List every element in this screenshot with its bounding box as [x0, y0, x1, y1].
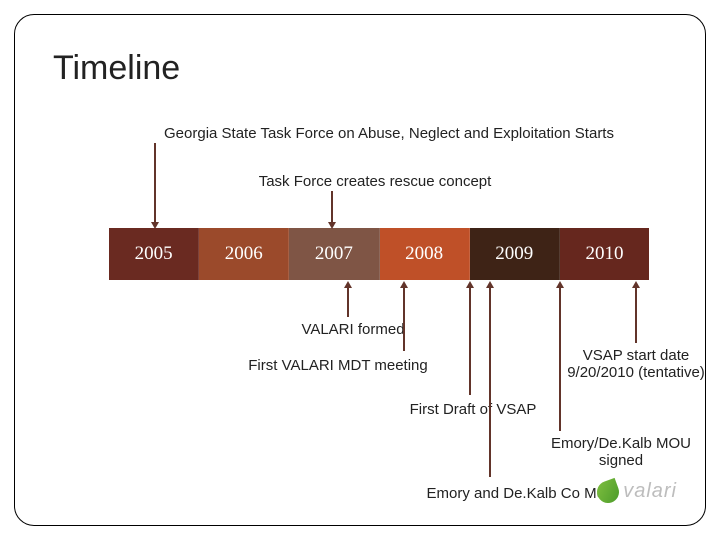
annot-vsap-start-date: VSAP start date 9/20/2010 (tentative) [561, 347, 711, 381]
annot-emory-meet: Emory and De.Kalb Co Meet [417, 485, 627, 502]
year-cell-2010: 2010 [560, 228, 649, 280]
annot-first-draft-vsap: First Draft of VSAP [393, 401, 553, 418]
arrow-b6-from-2009 [489, 287, 491, 477]
arrow-b1-from-2007 [347, 287, 349, 317]
arrow-b4-from-2010 [635, 287, 637, 343]
annot-rescue-concept: Task Force creates rescue concept [225, 173, 525, 190]
arrow-b3-from-2009 [469, 287, 471, 395]
annot-taskforce-starts: Georgia State Task Force on Abuse, Negle… [119, 125, 659, 142]
year-cell-2007: 2007 [289, 228, 379, 280]
logo-text: valari [623, 480, 677, 503]
valari-logo: valari [597, 480, 677, 503]
arrow-b5-from-2009 [559, 287, 561, 431]
year-cell-2009: 2009 [470, 228, 560, 280]
arrow-top2-to-2007 [331, 191, 333, 223]
annot-valari-formed: VALARI formed [283, 321, 423, 338]
page-title: Timeline [53, 49, 180, 88]
arrow-top1-to-2005 [154, 143, 156, 223]
timeline-year-bar: 200520062007200820092010 [109, 228, 649, 280]
year-cell-2006: 2006 [199, 228, 289, 280]
annot-first-mdt: First VALARI MDT meeting [233, 357, 443, 374]
slide-frame: Timeline Georgia State Task Force on Abu… [14, 14, 706, 526]
arrow-b2-from-2008 [403, 287, 405, 351]
leaf-icon [594, 477, 622, 505]
annot-emory-mou: Emory/De.Kalb MOU signed [531, 435, 711, 469]
year-cell-2005: 2005 [109, 228, 199, 280]
year-cell-2008: 2008 [380, 228, 470, 280]
